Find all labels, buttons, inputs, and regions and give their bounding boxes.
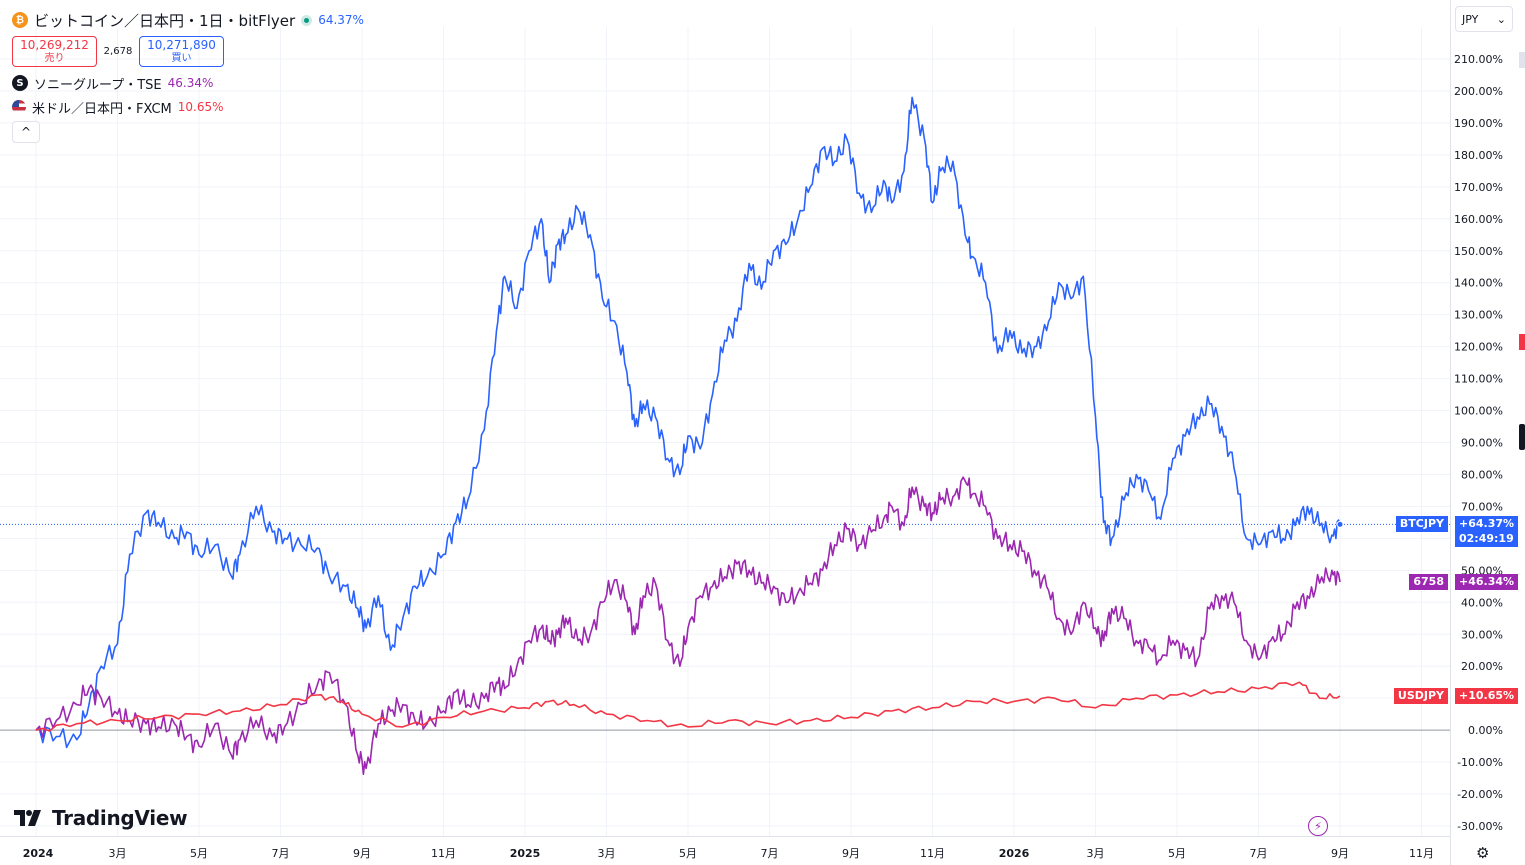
chart-legend: ₿ ビットコイン／日本円・1日・bitFlyer 64.37% 10,269,2… [12,8,364,143]
main-series-change: 64.37% [318,13,364,27]
price-tick-label: 170.00% [1454,181,1503,194]
time-tick-label: 11月 [431,847,456,860]
sell-label: 売り [44,53,65,64]
price-tick-label: 130.00% [1454,309,1503,322]
time-tick-label: 7月 [761,847,779,860]
usd-series-change: 10.65% [177,100,224,114]
sell-button[interactable]: 10,269,212 売り [12,36,97,67]
time-tick-label: 5月 [679,847,697,860]
main-series-header: ₿ ビットコイン／日本円・1日・bitFlyer 64.37% [12,8,364,32]
sony-series-change: 46.34% [167,76,214,90]
price-tag-value-sony: +46.34% [1455,574,1519,591]
buy-price: 10,271,890 [147,38,216,52]
price-axis: 210.00% 200.00% 190.00% 180.00% 170.00% 160.0… [1454,53,1503,833]
price-tick-label: 30.00% [1461,628,1503,641]
lightning-icon[interactable]: ⚡ [1308,816,1328,836]
price-tick-label: 100.00% [1454,405,1503,418]
price-tick-label: 90.00% [1461,437,1503,450]
price-tick-label: 210.00% [1454,53,1503,66]
price-tick-label: -10.00% [1457,756,1503,769]
collapse-legend-button[interactable]: ^ [12,121,40,143]
time-tick-label: 2024 [23,847,54,860]
price-tick-label: -30.00% [1457,820,1503,833]
price-tag-countdown-btc: 02:49:19 [1455,531,1518,548]
price-tick-label: 200.00% [1454,85,1503,98]
spread-value: 2,678 [103,46,133,57]
sony-logo-icon: S [12,75,28,91]
tradingview-logo[interactable]: TradingView [14,806,188,830]
price-tick-label: 120.00% [1454,341,1503,354]
bolt-glyph: ⚡ [1314,819,1322,833]
grid [0,27,1450,836]
time-tick-label: 11月 [1409,847,1434,860]
compare-series-usdjpy[interactable]: 米ドル／日本円・FXCM 10.65% [12,95,364,119]
time-tick-label: 9月 [353,847,371,860]
series-line-usd[interactable] [35,681,1341,732]
price-tag-symbol-sony: 6758 [1409,574,1448,591]
currency-select[interactable]: JPY ⌄ [1455,6,1513,32]
sell-price: 10,269,212 [20,38,89,52]
market-open-icon[interactable] [301,14,313,26]
price-tick-label: 70.00% [1461,500,1503,513]
price-tag-symbol-btc: BTCJPY [1395,516,1448,533]
price-tag-value-btc: +64.37% [1455,516,1519,533]
price-tick-label: 20.00% [1461,660,1503,673]
settings-icon[interactable]: ⚙ [1476,844,1489,862]
time-tick-label: 2025 [510,847,541,860]
price-tick-label: 190.00% [1454,117,1503,130]
settings-glyph: ⚙ [1476,844,1490,862]
side-handle[interactable] [1519,424,1525,450]
time-tick-label: 9月 [842,847,860,860]
time-tick-label: 3月 [598,847,616,860]
time-tick-label: 11月 [920,847,945,860]
price-tick-label: 160.00% [1454,213,1503,226]
buy-label: 買い [171,53,192,64]
series-line-sony[interactable] [35,476,1341,776]
series-layer [35,96,1344,776]
time-tick-label: 3月 [1087,847,1105,860]
chevron-down-icon: ⌄ [1496,12,1506,26]
compare-series-sony[interactable]: S ソニーグループ・TSE 46.34% [12,71,364,95]
price-tick-label: 80.00% [1461,468,1503,481]
time-tick-label: 7月 [272,847,290,860]
price-tick-label: 140.00% [1454,277,1503,290]
price-tick-label: 110.00% [1454,373,1503,386]
time-tick-label: 3月 [109,847,127,860]
buy-button[interactable]: 10,271,890 買い [139,36,224,67]
bitcoin-icon: ₿ [12,12,28,28]
last-point-marker [1336,520,1344,528]
series-line-btc[interactable] [35,96,1341,749]
time-tick-label: 5月 [1168,847,1186,860]
trade-buttons: 10,269,212 売り 2,678 10,271,890 買い [12,36,364,67]
price-tick-label: 180.00% [1454,149,1503,162]
time-tick-label: 7月 [1250,847,1268,860]
price-tag-symbol-usd: USDJPY [1393,688,1448,705]
alert-marker [1519,334,1525,350]
sony-series-title[interactable]: ソニーグループ・TSE [34,77,162,93]
usd-series-title[interactable]: 米ドル／日本円・FXCM [32,101,172,117]
chevron-up-icon: ^ [20,125,32,139]
scrollbar-marker [1519,52,1525,68]
price-tick-label: 150.00% [1454,245,1503,258]
price-tick-label: 0.00% [1468,724,1503,737]
time-tick-label: 9月 [1331,847,1349,860]
us-flag-icon [12,100,26,114]
tradingview-mark-icon [14,810,41,826]
time-axis: 2024 3月 5月 7月 9月 11月 2025 3月 5月 7月 9月 11月 2026 3月 5月 7月… [23,847,1434,860]
main-series-title[interactable]: ビットコイン／日本円・1日・bitFlyer [34,11,296,30]
brand-name: TradingView [52,806,188,830]
price-tag-value-usd: +10.65% [1455,688,1519,705]
time-tick-label: 2026 [999,847,1030,860]
currency-value: JPY [1462,12,1479,26]
price-tick-label: 40.00% [1461,596,1503,609]
price-tick-label: -20.00% [1457,788,1503,801]
time-tick-label: 5月 [190,847,208,860]
